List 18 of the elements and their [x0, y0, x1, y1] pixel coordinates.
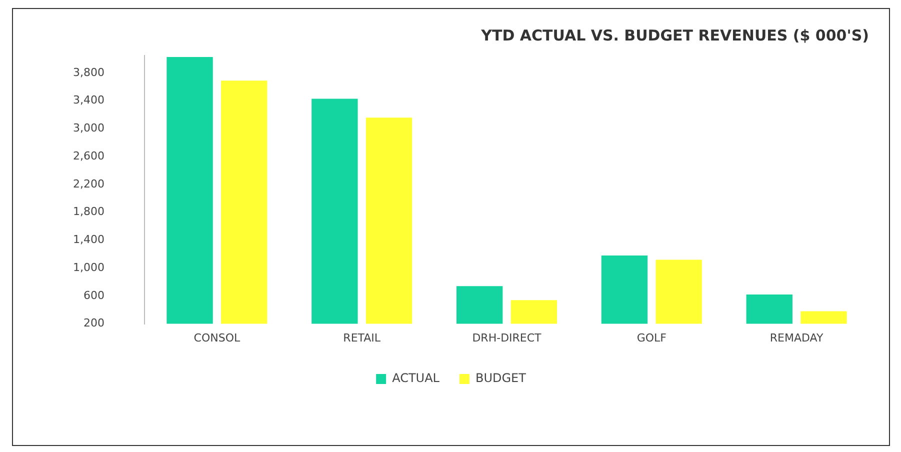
y-tick-label: 1,800: [72, 205, 104, 218]
x-tick-label: REMADAY: [770, 331, 824, 344]
y-tick-label: 2,200: [72, 177, 104, 190]
x-tick-label: CONSOL: [194, 331, 241, 344]
y-tick-label: 2,600: [72, 149, 104, 162]
y-tick-label: 1,400: [72, 233, 104, 246]
x-tick-label: RETAIL: [343, 331, 382, 344]
y-tick-label: 3,400: [72, 94, 104, 107]
y-tick-label: 600: [83, 288, 104, 302]
y-tick-label: 200: [83, 316, 104, 330]
y-tick-label: 3,000: [72, 122, 104, 135]
x-tick-label: GOLF: [636, 331, 666, 344]
x-tick-label: DRH-DIRECT: [472, 331, 542, 344]
y-tick-label: 3,800: [72, 66, 104, 79]
legend-label: BUDGET: [475, 371, 527, 386]
chart-title: YTD ACTUAL VS. BUDGET REVENUES ($ 000'S): [480, 26, 869, 44]
y-tick-label: 1,000: [72, 260, 104, 274]
legend-label: ACTUAL: [392, 371, 440, 386]
